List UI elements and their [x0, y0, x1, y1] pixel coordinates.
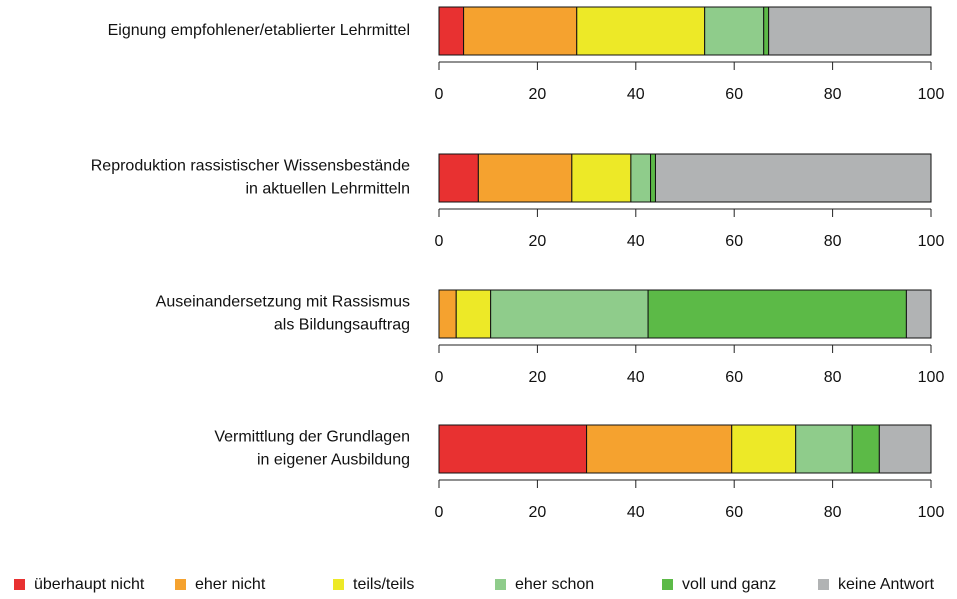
legend-label: voll und ganz	[682, 576, 776, 593]
x-tick-label: 60	[725, 369, 743, 386]
x-tick-label: 100	[918, 369, 945, 386]
bar-segment	[654, 153, 932, 203]
bar-segment	[463, 6, 578, 56]
x-tick-label: 40	[627, 504, 645, 521]
category-label: Auseinandersetzung mit Rassismus	[156, 294, 410, 311]
bar-segment	[438, 289, 457, 339]
x-tick-label: 80	[824, 504, 842, 521]
legend-label: überhaupt nicht	[34, 576, 145, 593]
bar-segment	[455, 289, 492, 339]
bar-segment	[438, 424, 588, 474]
bar-segment	[731, 424, 797, 474]
bar-segment	[795, 424, 853, 474]
x-tick-label: 60	[725, 504, 743, 521]
legend-label: keine Antwort	[838, 576, 935, 593]
x-tick-label: 100	[918, 233, 945, 250]
x-tick-label: 40	[627, 86, 645, 103]
bar-segment	[630, 153, 652, 203]
x-tick-label: 0	[435, 86, 444, 103]
bar-segment	[438, 153, 479, 203]
legend-swatch	[818, 579, 829, 590]
category-label: in eigener Ausbildung	[257, 452, 410, 469]
x-tick-label: 40	[627, 233, 645, 250]
bar-segment	[438, 6, 465, 56]
x-tick-label: 40	[627, 369, 645, 386]
x-tick-label: 0	[435, 233, 444, 250]
x-tick-label: 0	[435, 369, 444, 386]
x-tick-label: 20	[529, 86, 547, 103]
x-tick-label: 100	[918, 86, 945, 103]
category-label: Vermittlung der Grundlagen	[214, 429, 410, 446]
x-tick-label: 60	[725, 233, 743, 250]
x-tick-label: 20	[529, 233, 547, 250]
bar-segment	[650, 153, 656, 203]
x-tick-label: 20	[529, 369, 547, 386]
bar-segment	[647, 289, 907, 339]
category-label: Eignung empfohlener/etablierter Lehrmitt…	[108, 22, 410, 39]
x-tick-label: 80	[824, 369, 842, 386]
legend-swatch	[14, 579, 25, 590]
bar-segment	[905, 289, 932, 339]
legend-swatch	[175, 579, 186, 590]
legend-label: teils/teils	[353, 576, 414, 593]
bar-segment	[704, 6, 765, 56]
category-label: als Bildungsauftrag	[274, 317, 410, 334]
legend-swatch	[333, 579, 344, 590]
x-tick-label: 100	[918, 504, 945, 521]
legend-swatch	[495, 579, 506, 590]
x-tick-label: 0	[435, 504, 444, 521]
bar-segment	[768, 6, 932, 56]
legend-label: eher schon	[515, 576, 594, 593]
category-label: in aktuellen Lehrmitteln	[245, 181, 410, 198]
legend-label: eher nicht	[195, 576, 266, 593]
bar-segment	[477, 153, 573, 203]
category-label: Reproduktion rassistischer Wissensbestän…	[91, 158, 410, 175]
legend-swatch	[662, 579, 673, 590]
bar-segment	[571, 153, 632, 203]
bar-segment	[851, 424, 880, 474]
bar-segment	[763, 6, 770, 56]
bar-segment	[878, 424, 932, 474]
x-tick-label: 80	[824, 233, 842, 250]
bar-segment	[576, 6, 706, 56]
x-tick-label: 20	[529, 504, 547, 521]
x-tick-label: 60	[725, 86, 743, 103]
bar-segment	[586, 424, 733, 474]
x-tick-label: 80	[824, 86, 842, 103]
bar-segment	[490, 289, 649, 339]
